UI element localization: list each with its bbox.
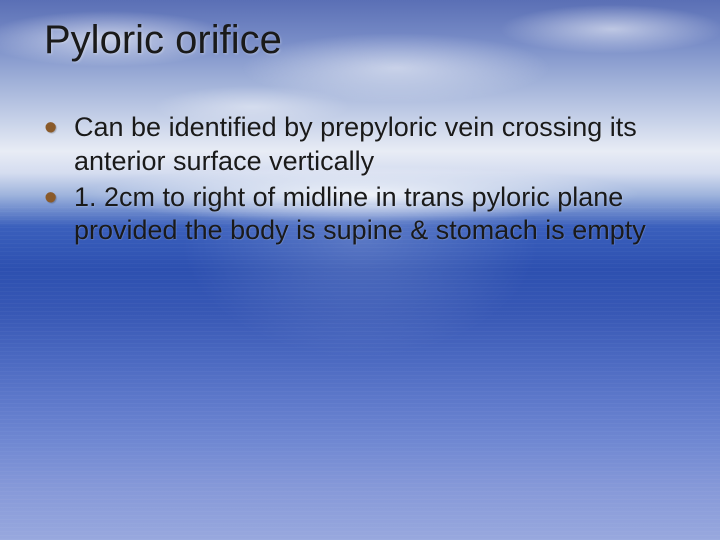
slide-content: Pyloric orifice Can be identified by pre…	[0, 0, 720, 540]
bullet-item: 1. 2cm to right of midline in trans pylo…	[44, 181, 676, 249]
slide-title: Pyloric orifice	[44, 18, 676, 63]
bullet-item: Can be identified by prepyloric vein cro…	[44, 111, 676, 179]
slide: Pyloric orifice Can be identified by pre…	[0, 0, 720, 540]
bullet-list: Can be identified by prepyloric vein cro…	[44, 111, 676, 248]
